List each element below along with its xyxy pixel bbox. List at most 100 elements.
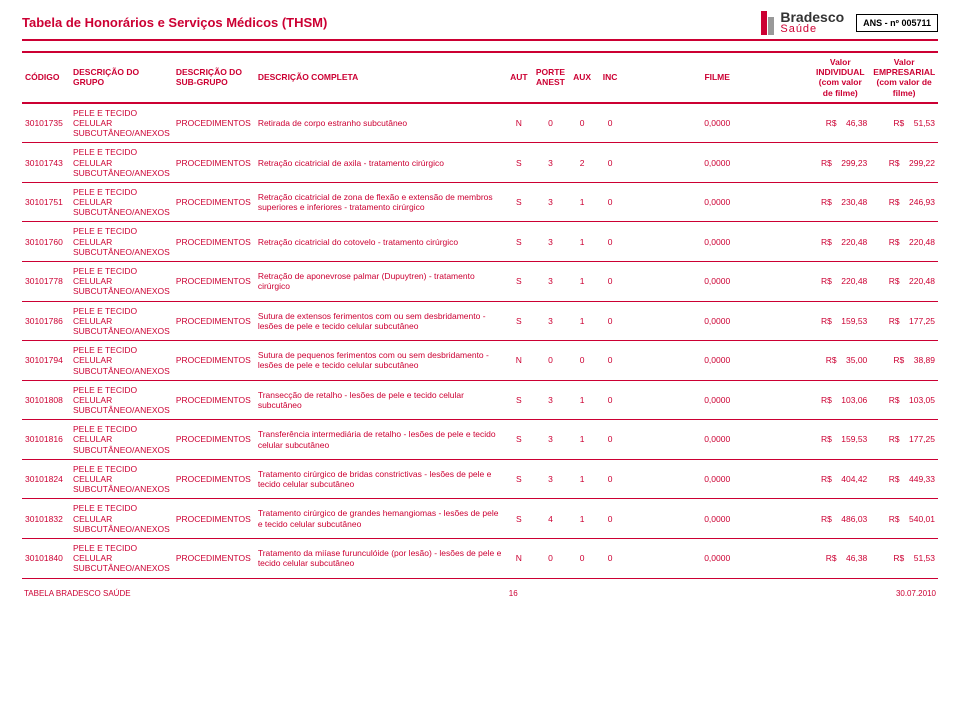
col-inc: INC (596, 52, 624, 103)
col-grupo: DESCRIÇÃO DO GRUPO (70, 52, 173, 103)
col-subgrupo: DESCRIÇÃO DO SUB-GRUPO (173, 52, 255, 103)
cell-empresarial: R$ 177,25 (870, 301, 938, 341)
cell-codigo: 30101808 (22, 380, 70, 420)
cell-subgrupo: PROCEDIMENTOS (173, 499, 255, 539)
table-row: 30101735PELE E TECIDO CELULAR SUBCUTÂNEO… (22, 103, 938, 143)
cell-grupo: PELE E TECIDO CELULAR SUBCUTÂNEO/ANEXOS (70, 143, 173, 183)
ans-badge: ANS - nº 005711 (856, 14, 938, 32)
cell-porte: 3 (533, 143, 568, 183)
cell-porte: 3 (533, 380, 568, 420)
cell-aut: S (505, 380, 533, 420)
col-filme: FILME (624, 52, 810, 103)
header-right: Bradesco Saúde ANS - nº 005711 (761, 10, 938, 35)
table-row: 30101832PELE E TECIDO CELULAR SUBCUTÂNEO… (22, 499, 938, 539)
cell-codigo: 30101751 (22, 182, 70, 222)
cell-subgrupo: PROCEDIMENTOS (173, 420, 255, 460)
cell-grupo: PELE E TECIDO CELULAR SUBCUTÂNEO/ANEXOS (70, 459, 173, 499)
cell-individual: R$ 159,53 (810, 301, 870, 341)
cell-desc: Transferência intermediária de retalho -… (255, 420, 505, 460)
cell-grupo: PELE E TECIDO CELULAR SUBCUTÂNEO/ANEXOS (70, 222, 173, 262)
cell-aux: 0 (568, 538, 596, 578)
cell-subgrupo: PROCEDIMENTOS (173, 182, 255, 222)
col-empresarial: Valor EMPRESARIAL (com valor de filme) (870, 52, 938, 103)
cell-empresarial: R$ 220,48 (870, 262, 938, 302)
cell-aux: 0 (568, 103, 596, 143)
cell-aux: 1 (568, 380, 596, 420)
cell-aux: 1 (568, 182, 596, 222)
cell-aux: 1 (568, 262, 596, 302)
page-title: Tabela de Honorários e Serviços Médicos … (22, 15, 327, 30)
cell-filme: 0,0000 (624, 538, 810, 578)
cell-empresarial: R$ 51,53 (870, 103, 938, 143)
cell-desc: Transecção de retalho - lesões de pele e… (255, 380, 505, 420)
cell-codigo: 30101743 (22, 143, 70, 183)
page-footer: TABELA BRADESCO SAÚDE 16 30.07.2010 (22, 589, 938, 598)
cell-individual: R$ 230,48 (810, 182, 870, 222)
cell-subgrupo: PROCEDIMENTOS (173, 380, 255, 420)
cell-desc: Retração cicatricial do cotovelo - trata… (255, 222, 505, 262)
cell-grupo: PELE E TECIDO CELULAR SUBCUTÂNEO/ANEXOS (70, 538, 173, 578)
cell-desc: Retração cicatricial de zona de flexão e… (255, 182, 505, 222)
cell-grupo: PELE E TECIDO CELULAR SUBCUTÂNEO/ANEXOS (70, 499, 173, 539)
cell-aux: 1 (568, 301, 596, 341)
cell-inc: 0 (596, 538, 624, 578)
cell-filme: 0,0000 (624, 341, 810, 381)
header-bar: Tabela de Honorários e Serviços Médicos … (22, 10, 938, 41)
cell-aux: 1 (568, 459, 596, 499)
cell-individual: R$ 103,06 (810, 380, 870, 420)
col-porte: PORTE ANEST (533, 52, 568, 103)
footer-right: 30.07.2010 (896, 589, 936, 598)
table-row: 30101840PELE E TECIDO CELULAR SUBCUTÂNEO… (22, 538, 938, 578)
cell-empresarial: R$ 177,25 (870, 420, 938, 460)
cell-desc: Retirada de corpo estranho subcutâneo (255, 103, 505, 143)
bradesco-logo: Bradesco Saúde (761, 10, 844, 35)
cell-filme: 0,0000 (624, 459, 810, 499)
cell-inc: 0 (596, 459, 624, 499)
cell-grupo: PELE E TECIDO CELULAR SUBCUTÂNEO/ANEXOS (70, 420, 173, 460)
cell-grupo: PELE E TECIDO CELULAR SUBCUTÂNEO/ANEXOS (70, 341, 173, 381)
cell-empresarial: R$ 449,33 (870, 459, 938, 499)
table-row: 30101778PELE E TECIDO CELULAR SUBCUTÂNEO… (22, 262, 938, 302)
cell-empresarial: R$ 299,22 (870, 143, 938, 183)
cell-filme: 0,0000 (624, 420, 810, 460)
cell-aut: S (505, 143, 533, 183)
cell-aut: S (505, 459, 533, 499)
table-row: 30101743PELE E TECIDO CELULAR SUBCUTÂNEO… (22, 143, 938, 183)
cell-porte: 3 (533, 459, 568, 499)
table-header-row: CÓDIGO DESCRIÇÃO DO GRUPO DESCRIÇÃO DO S… (22, 52, 938, 103)
cell-individual: R$ 220,48 (810, 262, 870, 302)
cell-porte: 0 (533, 103, 568, 143)
cell-subgrupo: PROCEDIMENTOS (173, 262, 255, 302)
cell-porte: 0 (533, 538, 568, 578)
cell-filme: 0,0000 (624, 222, 810, 262)
cell-inc: 0 (596, 420, 624, 460)
cell-filme: 0,0000 (624, 499, 810, 539)
table-row: 30101824PELE E TECIDO CELULAR SUBCUTÂNEO… (22, 459, 938, 499)
cell-inc: 0 (596, 380, 624, 420)
cell-aut: N (505, 341, 533, 381)
cell-filme: 0,0000 (624, 380, 810, 420)
cell-subgrupo: PROCEDIMENTOS (173, 143, 255, 183)
cell-filme: 0,0000 (624, 301, 810, 341)
logo-text-bottom: Saúde (780, 24, 844, 35)
cell-codigo: 30101735 (22, 103, 70, 143)
cell-desc: Retração de aponevrose palmar (Dupuytren… (255, 262, 505, 302)
cell-individual: R$ 220,48 (810, 222, 870, 262)
cell-aut: N (505, 538, 533, 578)
cell-codigo: 30101832 (22, 499, 70, 539)
cell-codigo: 30101794 (22, 341, 70, 381)
table-row: 30101786PELE E TECIDO CELULAR SUBCUTÂNEO… (22, 301, 938, 341)
cell-desc: Tratamento cirúrgico de bridas constrict… (255, 459, 505, 499)
cell-codigo: 30101824 (22, 459, 70, 499)
cell-porte: 3 (533, 420, 568, 460)
cell-porte: 3 (533, 262, 568, 302)
cell-inc: 0 (596, 222, 624, 262)
cell-inc: 0 (596, 301, 624, 341)
cell-inc: 0 (596, 341, 624, 381)
cell-porte: 0 (533, 341, 568, 381)
cell-porte: 3 (533, 222, 568, 262)
cell-subgrupo: PROCEDIMENTOS (173, 301, 255, 341)
cell-aut: S (505, 301, 533, 341)
cell-aut: S (505, 262, 533, 302)
cell-subgrupo: PROCEDIMENTOS (173, 103, 255, 143)
